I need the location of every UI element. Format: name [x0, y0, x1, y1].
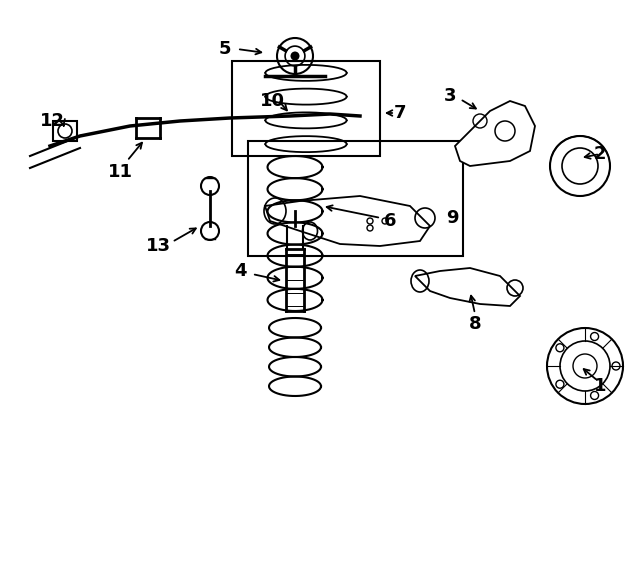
Text: 10: 10 [259, 92, 285, 110]
Circle shape [591, 392, 598, 400]
Text: 11: 11 [108, 163, 132, 181]
Circle shape [556, 344, 564, 352]
Text: 3: 3 [444, 87, 456, 105]
Bar [53, 121, 77, 141]
Text: 7: 7 [394, 104, 406, 122]
Text: 9: 9 [445, 209, 458, 227]
Circle shape [291, 51, 300, 60]
Polygon shape [265, 196, 430, 246]
Circle shape [591, 332, 598, 340]
Text: 4: 4 [234, 262, 246, 280]
Text: 8: 8 [468, 315, 481, 333]
Polygon shape [415, 268, 520, 306]
Text: 2: 2 [594, 145, 606, 163]
Circle shape [556, 380, 564, 388]
Bar [248, 141, 463, 256]
Text: 12: 12 [40, 112, 65, 130]
Text: 1: 1 [594, 377, 606, 395]
Circle shape [612, 362, 620, 370]
Bar [232, 61, 380, 156]
Polygon shape [455, 101, 535, 166]
Text: 13: 13 [145, 237, 170, 255]
Text: 5: 5 [219, 40, 231, 58]
Text: 6: 6 [384, 212, 396, 230]
